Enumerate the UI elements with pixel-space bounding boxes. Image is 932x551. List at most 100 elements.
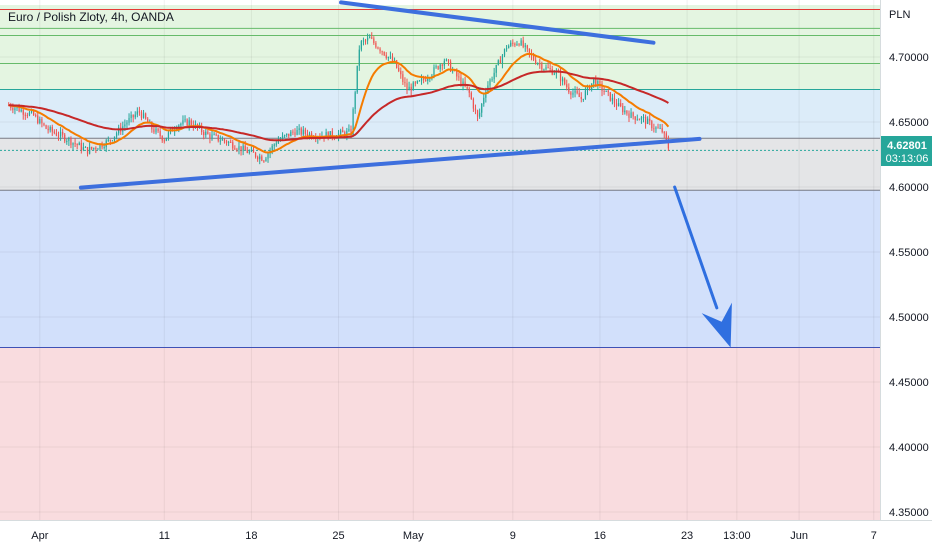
candle[interactable] [342,126,344,133]
candle[interactable] [642,114,645,123]
candle[interactable] [45,124,47,130]
candle[interactable] [130,111,132,123]
candle[interactable] [559,67,562,86]
candle[interactable] [414,81,416,87]
candle[interactable] [66,138,68,145]
candle[interactable] [294,128,296,138]
candle[interactable] [14,106,16,115]
candle[interactable] [142,109,145,119]
candle[interactable] [39,116,41,125]
candle[interactable] [489,78,491,88]
candle[interactable] [209,132,211,144]
candle[interactable] [582,98,584,102]
candle[interactable] [128,113,130,126]
candle[interactable] [223,138,226,144]
candle[interactable] [161,135,163,143]
candle[interactable] [188,117,190,131]
candle[interactable] [566,79,568,91]
candle[interactable] [248,149,250,155]
candle[interactable] [157,127,159,133]
candle[interactable] [520,38,522,47]
candle[interactable] [234,145,236,150]
upper-trendline[interactable] [339,0,656,45]
candle[interactable] [655,126,657,133]
candle[interactable] [491,76,493,82]
candle[interactable] [97,147,99,150]
candle[interactable] [591,83,593,92]
candle[interactable] [232,139,234,151]
candle[interactable] [638,118,640,121]
chart-area[interactable]: Euro / Polish Zloty, 4h, OANDA [0,0,880,520]
candle[interactable] [445,58,448,62]
lower-trendline[interactable] [78,136,702,190]
candle[interactable] [630,108,632,119]
candle[interactable] [275,140,277,147]
candle[interactable] [78,141,80,146]
candle[interactable] [159,126,161,140]
candle[interactable] [443,58,445,70]
candle[interactable] [435,64,437,69]
candle[interactable] [406,78,408,95]
candle[interactable] [470,91,472,100]
candle[interactable] [412,81,414,91]
candle[interactable] [578,88,580,98]
candle[interactable] [561,76,564,86]
candle[interactable] [221,136,224,141]
candle[interactable] [356,65,358,94]
projection-arrow-shaft[interactable] [673,185,719,310]
candle[interactable] [296,125,298,136]
candle[interactable] [205,128,207,138]
candle[interactable] [267,151,269,163]
candle[interactable] [613,93,616,108]
candle[interactable] [49,125,51,133]
candle[interactable] [101,141,103,150]
candle[interactable] [207,129,209,135]
candle[interactable] [572,88,574,98]
candle[interactable] [564,77,566,86]
candle[interactable] [358,45,360,71]
candle[interactable] [211,129,213,141]
candle[interactable] [366,33,369,45]
candle[interactable] [213,132,215,136]
candle[interactable] [348,124,350,133]
candle[interactable] [95,146,97,154]
candle[interactable] [28,110,31,117]
candle[interactable] [427,74,429,85]
candle[interactable] [138,106,141,116]
candle[interactable] [661,123,663,134]
candle[interactable] [526,44,528,53]
candle[interactable] [516,40,518,46]
price-axis[interactable]: PLN 4.70000 4.65000 4.60000 4.55000 4.50000 4… [880,0,932,520]
candle[interactable] [653,123,655,133]
candle[interactable] [570,90,572,100]
candle[interactable] [364,38,367,45]
candle[interactable] [360,40,362,52]
candle[interactable] [41,116,43,128]
candle[interactable] [617,98,620,107]
candle[interactable] [215,132,217,137]
candle[interactable] [651,119,653,131]
candle[interactable] [499,56,501,64]
candle[interactable] [503,48,506,58]
candle[interactable] [165,137,167,142]
candle[interactable] [354,90,356,114]
candle[interactable] [72,142,74,151]
candle[interactable] [186,118,188,127]
candle[interactable] [620,99,622,108]
candle[interactable] [201,122,203,135]
candle[interactable] [468,86,470,98]
candle[interactable] [418,79,421,82]
candle[interactable] [555,68,558,79]
candle[interactable] [136,107,138,118]
candle[interactable] [76,143,78,150]
candle[interactable] [259,153,261,165]
candle[interactable] [576,86,578,95]
candle[interactable] [416,80,419,85]
candle[interactable] [505,45,508,52]
candle[interactable] [481,102,483,118]
candle[interactable] [458,72,460,81]
candle[interactable] [300,126,302,137]
candle[interactable] [257,155,259,162]
candle[interactable] [420,74,423,85]
candle[interactable] [611,93,614,105]
